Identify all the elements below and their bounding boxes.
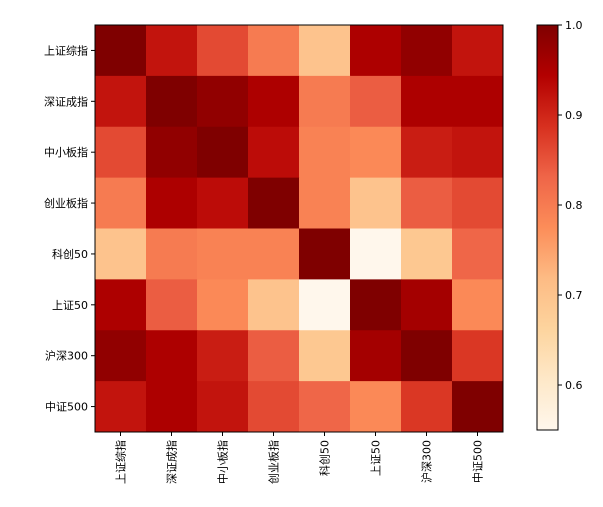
x-tick-label: 上证综指 [114,440,128,484]
heatmap-cell [452,177,504,229]
heatmap-cell [95,177,147,229]
heatmap-cell [350,279,402,331]
heatmap-cell [299,330,351,382]
heatmap-cell [95,330,147,382]
x-tick-label: 沪深300 [420,440,434,483]
colorbar: 0.6 0.7 0.8 0.9 1.0 [536,19,583,431]
y-tick-label: 中证500 [45,401,88,414]
heatmap-cell [146,75,198,128]
heatmap-cell [401,126,453,179]
heatmap-cell [452,75,504,128]
heatmap-cell [401,381,453,433]
heatmap-cell [401,25,453,77]
heatmap-cell [95,25,147,77]
heatmap-cell [146,279,198,331]
colorbar-ticks: 0.6 0.7 0.8 0.9 1.0 [558,19,583,392]
heatmap-cell [248,75,300,128]
heatmap-cell [299,25,351,77]
colorbar-frame [536,24,559,431]
heatmap-cell [197,177,249,229]
heatmap-cell [248,381,300,433]
heatmap-cell [197,330,249,382]
heatmap-cell [95,75,147,128]
heatmap-cell [350,330,402,382]
heatmap-cell [95,279,147,331]
heatmap-cell [248,330,300,382]
heatmap-cell [95,381,147,433]
heatmap-cell [95,126,147,179]
heatmap-cell [299,381,351,433]
heatmap-cell [401,177,453,229]
heatmap-cell [95,228,147,280]
heatmap-cell [350,126,402,179]
heatmap-cells [95,25,504,433]
heatmap-cell [401,330,453,382]
heatmap-cell [197,279,249,331]
heatmap-cell [299,228,351,280]
heatmap-cell [452,381,504,433]
heatmap-cell [401,279,453,331]
x-tick-label: 深证成指 [165,440,179,484]
heatmap-cell [248,279,300,331]
heatmap-cell [248,126,300,179]
heatmap-cell [452,330,504,382]
heatmap-cell [350,177,402,229]
x-tick-label: 创业板指 [267,440,281,484]
heatmap-cell [197,126,249,179]
heatmap-cell [350,75,402,128]
heatmap-cell [452,126,504,179]
y-tick-label: 科创50 [52,247,88,261]
colorbar-gradient [537,25,558,430]
colorbar-tick-label: 0.6 [565,379,583,392]
y-tick-label: 沪深300 [45,349,88,363]
y-tick-label: 深证成指 [44,94,88,108]
heatmap-cell [197,75,249,128]
x-tick-label: 中小板指 [216,440,230,484]
heatmap-cell [146,25,198,77]
y-tick-label: 上证综指 [44,43,88,57]
heatmap-cell [299,177,351,229]
heatmap-cell [146,228,198,280]
y-tick-label: 创业板指 [44,196,88,210]
heatmap-cell [299,75,351,128]
heatmap-cell [248,177,300,229]
heatmap-cell [452,228,504,280]
heatmap-cell [401,228,453,280]
heatmap-cell [248,228,300,280]
heatmap-cell [146,126,198,179]
heatmap-cell [146,381,198,433]
heatmap-cell [401,75,453,128]
heatmap-cell [248,25,300,77]
x-tick-label: 中证500 [472,440,485,483]
colorbar-tick-label: 0.9 [565,109,583,122]
colorbar-tick-label: 1.0 [565,19,583,32]
heatmap-cell [350,25,402,77]
heatmap-cell [146,330,198,382]
heatmap-frame [94,24,504,433]
heatmap-cell [299,126,351,179]
x-tick-label: 上证50 [370,440,383,476]
x-tick-label: 科创50 [318,440,332,476]
y-tick-label: 上证50 [52,299,88,312]
heatmap-cell [146,177,198,229]
heatmap-cell [299,279,351,331]
heatmap-cell [350,381,402,433]
heatmap-cell [452,25,504,77]
x-axis-ticks: 上证综指 深证成指 中小板指 创业板指 科创50 上证50 沪深300 中证500 [114,432,485,484]
heatmap-cell [197,228,249,280]
heatmap-cell [350,228,402,280]
heatmap-cell [197,381,249,433]
y-tick-label: 中小板指 [44,145,88,159]
colorbar-tick-label: 0.8 [565,199,583,212]
heatmap-cell [197,25,249,77]
colorbar-tick-label: 0.7 [565,289,583,302]
heatmap-cell [452,279,504,331]
